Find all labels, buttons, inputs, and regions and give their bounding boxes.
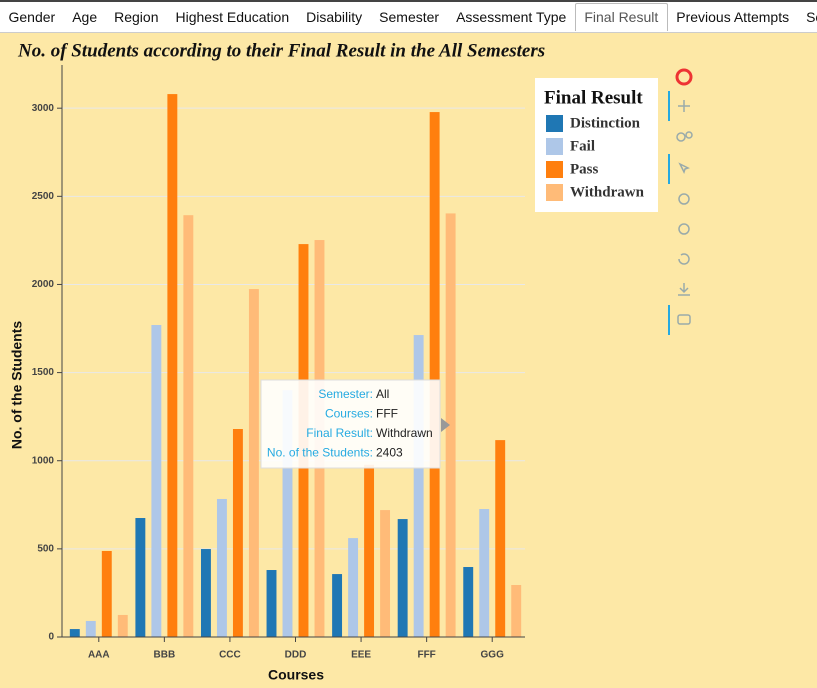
legend-swatch xyxy=(546,115,563,132)
x-tick-label: FFF xyxy=(417,650,435,661)
legend-label: Pass xyxy=(570,161,599,177)
tooltip-value: FFF xyxy=(376,407,398,421)
y-tick-label: 1000 xyxy=(32,455,55,466)
bar xyxy=(151,325,162,637)
tab[interactable]: Scores xyxy=(806,9,817,25)
y-tick-label: 500 xyxy=(37,544,54,555)
tooltip-value: 2403 xyxy=(376,446,403,460)
bar xyxy=(266,570,277,637)
tooltip-label: Semester: xyxy=(318,387,373,401)
bar xyxy=(495,440,506,637)
x-tick-label: DDD xyxy=(285,650,307,661)
tab-bar: Gender Age Region Highest Education Disabili… xyxy=(0,0,817,33)
x-tick-label: EEE xyxy=(351,650,371,661)
tooltip-label: No. of the Students: xyxy=(267,446,373,460)
legend-swatch xyxy=(546,138,563,155)
bar xyxy=(69,629,80,637)
x-tick-label: CCC xyxy=(219,650,241,661)
bar xyxy=(332,574,343,637)
tab[interactable]: Gender xyxy=(8,9,56,25)
bar xyxy=(364,464,375,637)
tooltip-label: Courses: xyxy=(325,407,373,421)
x-tick-label: BBB xyxy=(154,650,176,661)
chart-title: No. of Students according to their Final… xyxy=(17,40,545,61)
tooltip-value: Withdrawn xyxy=(376,426,433,440)
tab[interactable]: Disability xyxy=(306,9,363,25)
toolbar xyxy=(668,68,693,335)
bar xyxy=(413,335,424,637)
bar xyxy=(216,498,227,637)
x-tick-label: GGG xyxy=(481,650,505,661)
wheel-zoom-tool-b[interactable] xyxy=(685,131,693,139)
bar xyxy=(101,550,112,637)
tooltip-box xyxy=(260,379,441,469)
bar xyxy=(85,620,96,637)
chart-panel: No. of Students according to their Final… xyxy=(0,33,817,688)
y-tick-label: 0 xyxy=(48,632,54,643)
zoom-out-tool[interactable] xyxy=(678,223,690,235)
bar xyxy=(117,614,128,637)
tooltip-label: Final Result: xyxy=(306,426,373,440)
y-tick-label: 2500 xyxy=(32,191,55,202)
legend-label: Fail xyxy=(570,138,595,154)
legend-swatch xyxy=(546,161,563,178)
bar xyxy=(511,585,522,637)
bar xyxy=(479,509,490,637)
hover-tool[interactable] xyxy=(677,314,691,325)
pan-tool[interactable] xyxy=(678,100,690,112)
legend-label: Withdrawn xyxy=(570,184,645,200)
bar xyxy=(463,567,474,637)
bar xyxy=(232,429,243,637)
tab[interactable]: Region xyxy=(114,9,159,25)
bokeh-logo[interactable] xyxy=(675,68,693,86)
y-tick-label: 1500 xyxy=(32,367,55,378)
tab[interactable]: Assessment Type xyxy=(456,9,567,25)
bar xyxy=(135,518,146,637)
tab[interactable]: Age xyxy=(72,9,98,25)
bar xyxy=(397,519,408,637)
bar xyxy=(429,112,440,638)
bar xyxy=(380,510,391,637)
tab[interactable]: Final Result xyxy=(574,3,668,31)
chart: No. of Students according to their Final… xyxy=(9,40,693,683)
tooltip-value: All xyxy=(376,387,389,401)
save-tool[interactable] xyxy=(678,283,690,296)
legend-swatch xyxy=(546,184,563,201)
x-axis-label: Courses xyxy=(268,667,324,683)
y-axis-label: No. of the Students xyxy=(9,321,25,450)
tab[interactable]: Previous Attempts xyxy=(676,9,790,25)
bar xyxy=(248,289,259,637)
legend-label: Distinction xyxy=(570,115,641,131)
y-tick-label: 2000 xyxy=(32,279,55,290)
bar xyxy=(167,94,178,638)
bar xyxy=(282,390,293,637)
tap-tool[interactable] xyxy=(678,162,690,174)
reset-tool[interactable] xyxy=(678,253,690,265)
zoom-in-tool[interactable] xyxy=(678,193,690,205)
y-tick-label: 3000 xyxy=(32,103,55,114)
tab[interactable]: Semester xyxy=(379,9,440,25)
legend-title: Final Result xyxy=(544,87,643,108)
tooltip-arrow xyxy=(441,418,450,432)
bar xyxy=(445,213,456,637)
bar xyxy=(183,215,194,637)
bar xyxy=(200,549,211,637)
tab[interactable]: Highest Education xyxy=(175,9,290,25)
bar xyxy=(348,538,359,637)
x-tick-label: AAA xyxy=(88,650,110,661)
wheel-zoom-tool[interactable] xyxy=(676,132,686,142)
